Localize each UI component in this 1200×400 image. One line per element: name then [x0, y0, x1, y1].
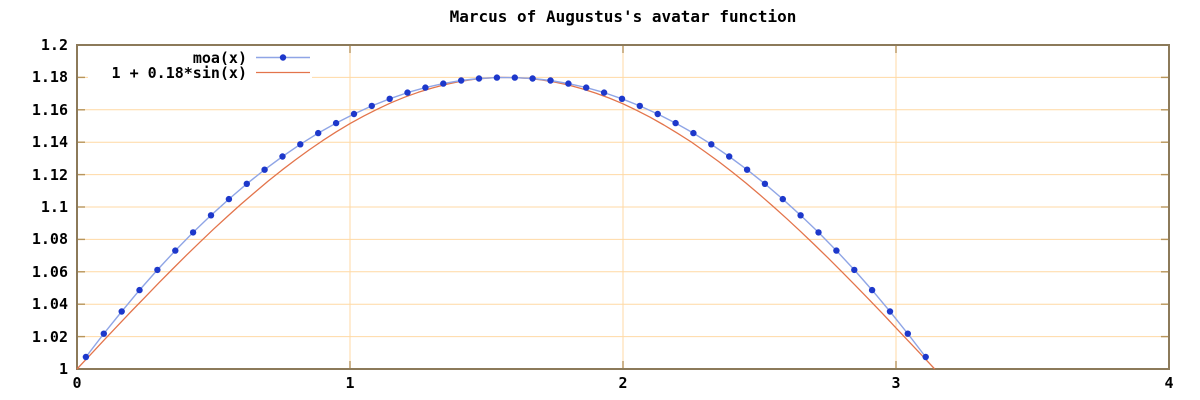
- legend-label-moa: moa(x): [192, 48, 247, 67]
- y-tick-label: 1.1: [40, 198, 68, 216]
- y-tick-label: 1.18: [31, 68, 68, 87]
- series-moa: [82, 74, 929, 361]
- x-tick-label: 1: [345, 374, 355, 392]
- y-tick-label: 1.08: [31, 230, 68, 249]
- legend-item-sin: 1 + 0.18*sin(x): [90, 63, 310, 82]
- y-tick-label: 1: [58, 360, 68, 378]
- x-tick-label: 3: [891, 374, 901, 392]
- plot-border: [76, 44, 1170, 370]
- y-tick-label: 1.04: [31, 295, 68, 314]
- legend-sample-line-icon: [256, 71, 310, 74]
- legend-label-sin: 1 + 0.18*sin(x): [111, 63, 247, 82]
- x-tick-label: 2: [618, 374, 628, 392]
- y-tick-label: 1.06: [31, 262, 68, 281]
- legend: moa(x) 1 + 0.18*sin(x): [88, 48, 312, 82]
- legend-item-moa: moa(x): [90, 48, 310, 67]
- x-tick-label: 4: [1164, 374, 1174, 392]
- tick-marks: [77, 45, 1169, 369]
- legend-sample-linespoints-icon: [256, 54, 310, 61]
- y-tick-label: 1.12: [31, 165, 68, 184]
- y-tick-label: 1.2: [40, 36, 68, 54]
- grid-lines: [77, 45, 1169, 369]
- y-tick-label: 1.14: [31, 133, 68, 152]
- series-sin: [76, 76, 936, 370]
- y-tick-label: 1.02: [31, 327, 68, 346]
- y-tick-label: 1.16: [31, 100, 68, 119]
- x-tick-label: 0: [72, 374, 82, 392]
- chart-title: Marcus of Augustus's avatar function: [449, 7, 797, 26]
